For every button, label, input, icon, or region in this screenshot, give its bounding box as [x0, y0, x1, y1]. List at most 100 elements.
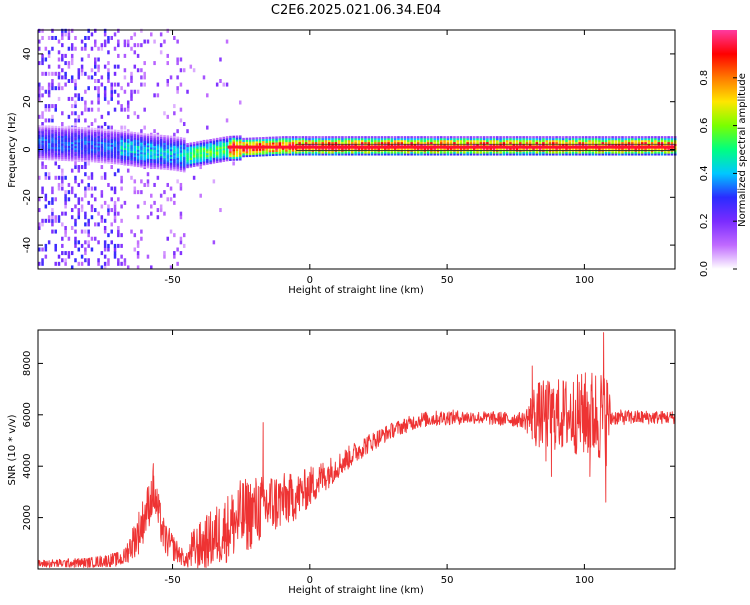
- spectrogram-cell: [61, 182, 64, 187]
- spectrogram-cell: [640, 153, 644, 156]
- spectrogram-cell: [463, 143, 466, 146]
- spectrogram-cell: [77, 136, 81, 139]
- spectrogram-cell: [166, 197, 169, 202]
- spectrogram-cell: [561, 151, 565, 154]
- spectrogram-cell: [179, 154, 183, 157]
- spectrogram-cell: [90, 32, 94, 37]
- spectrogram-cell: [156, 208, 160, 213]
- spectrogram-cell: [47, 129, 51, 132]
- spectrogram-cell: [150, 160, 153, 163]
- spectrogram-cell: [499, 141, 502, 145]
- spectrogram-cell: [670, 139, 674, 143]
- spectrogram-cell: [262, 140, 265, 144]
- spectrogram-cell: [370, 139, 374, 143]
- spectrogram-cell: [90, 140, 94, 144]
- spectrogram-cell: [321, 147, 324, 150]
- spectrogram-cell: [100, 215, 104, 220]
- spectrogram-cell: [166, 61, 169, 66]
- spectrogram-cell: [41, 190, 44, 195]
- spectrogram-cell: [519, 143, 522, 146]
- spectrogram-cell: [90, 215, 94, 220]
- spectrogram-cell: [133, 50, 137, 55]
- spectrogram-cell: [64, 82, 67, 87]
- spectrogram-cell: [153, 159, 156, 162]
- spectrogram-cell: [87, 131, 91, 134]
- spectrogram-cell: [571, 147, 575, 150]
- spectrogram-cell: [278, 138, 282, 141]
- x-tick-label: 0: [307, 275, 313, 286]
- spectrogram-cell: [179, 148, 183, 151]
- spectrogram-cell: [156, 140, 160, 143]
- spectrogram-cell: [611, 138, 614, 141]
- spectrogram-cell: [153, 166, 156, 169]
- spectrogram-cell: [555, 136, 558, 139]
- spectrogram-cell: [87, 148, 91, 151]
- spectrogram-cell: [54, 218, 57, 223]
- spectrogram-cell: [545, 147, 549, 150]
- spectrogram-cell: [57, 254, 61, 259]
- spectrogram-cell: [594, 153, 598, 156]
- spectrogram-cell: [159, 146, 163, 149]
- spectrogram-cell: [103, 145, 107, 149]
- spectrogram-cell: [133, 147, 137, 150]
- spectrogram-cell: [492, 151, 496, 154]
- spectrogram-cell: [334, 147, 338, 150]
- spectrogram-cell: [103, 151, 107, 154]
- spectrogram-cell: [548, 151, 552, 154]
- spectrogram-cell: [650, 147, 654, 150]
- spectrogram-cell: [321, 153, 324, 156]
- spectrogram-cell: [41, 155, 44, 159]
- spectrogram-cell: [215, 141, 219, 144]
- spectrogram-cell: [143, 140, 147, 144]
- spectrogram-cell: [206, 147, 209, 150]
- spectrogram-cell: [153, 182, 156, 187]
- spectrogram-cell: [90, 75, 94, 80]
- spectrogram-cell: [354, 141, 357, 145]
- spectrogram-cell: [301, 141, 305, 145]
- spectrogram-cell: [57, 186, 61, 191]
- spectrogram-cell: [113, 46, 117, 51]
- spectrogram-cell: [107, 151, 110, 155]
- spectrogram-cell: [74, 126, 77, 129]
- spectrogram-cell: [367, 136, 371, 139]
- spectrogram-cell: [94, 197, 97, 202]
- spectrogram-cell: [173, 143, 176, 146]
- spectrogram-cell: [47, 152, 51, 155]
- spectrogram-cell: [67, 136, 71, 139]
- spectrogram-cell: [505, 153, 509, 156]
- spectrogram-cell: [54, 137, 58, 140]
- spectrogram-cell: [591, 138, 595, 141]
- spectrogram-cell: [70, 265, 74, 270]
- spectrogram-cell: [97, 46, 100, 51]
- spectrogram-cell: [456, 151, 460, 154]
- spectrogram-cell: [548, 143, 552, 146]
- spectrogram-cell: [173, 111, 176, 116]
- spectrogram-cell: [238, 150, 242, 153]
- spectrogram-cell: [298, 151, 301, 154]
- spectrogram-cell: [505, 139, 509, 143]
- spectrogram-cell: [120, 143, 123, 146]
- spectrogram-cell: [74, 142, 77, 145]
- spectrogram-cell: [212, 161, 216, 164]
- spectrogram-cell: [103, 153, 107, 156]
- spectrogram-cell: [466, 147, 469, 150]
- spectrogram-cell: [341, 147, 344, 150]
- spectrogram-cell: [199, 165, 202, 170]
- spectrogram-cell: [57, 135, 61, 138]
- spectrogram-cell: [252, 154, 255, 157]
- spectrogram-cell: [51, 82, 54, 87]
- spectrogram-cell: [439, 143, 443, 146]
- spectrogram-cell: [113, 137, 117, 140]
- spectrogram-cell: [377, 153, 380, 156]
- spectrogram-cell: [542, 153, 545, 156]
- spectrogram-cell: [222, 155, 226, 159]
- spectrogram-cell: [182, 137, 186, 140]
- spectrogram-cell: [360, 151, 364, 154]
- y-tick-label: 0: [22, 146, 33, 152]
- spectrogram-cell: [44, 107, 48, 112]
- spectrogram-cell: [469, 151, 473, 154]
- spectrogram-cell: [44, 57, 48, 62]
- spectrogram-cell: [64, 251, 67, 256]
- spectrogram-cell: [568, 139, 572, 143]
